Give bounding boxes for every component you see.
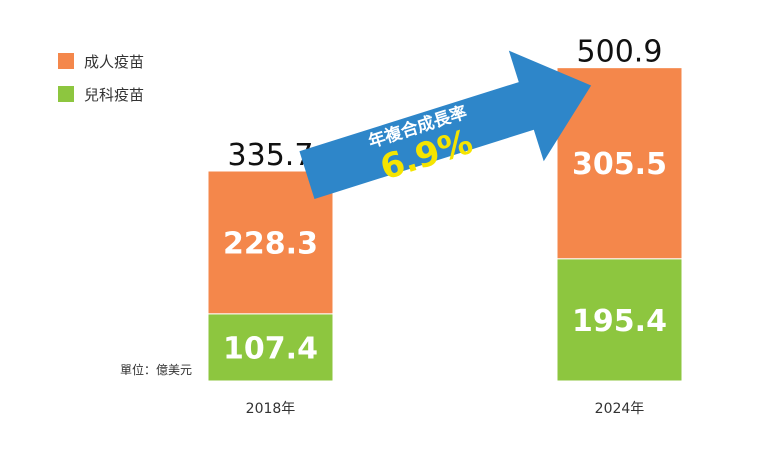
legend-label-adult: 成人疫苗 xyxy=(84,53,144,71)
unit-label: 單位：億美元 xyxy=(120,362,192,377)
data-label-pediatric-2024: 195.4 xyxy=(572,304,667,339)
cagr-arrow-shape xyxy=(299,50,592,199)
bars-group: 107.4 228.3 335.7 2018年 195.4 305.5 500.9 2024年 xyxy=(207,35,683,417)
data-label-pediatric-2018: 107.4 xyxy=(223,331,318,366)
data-label-adult-2024: 305.5 xyxy=(572,147,667,182)
bar-adult-2018 xyxy=(207,170,334,315)
x-tick-label-2018: 2018年 xyxy=(246,401,296,417)
total-label-2024: 500.9 xyxy=(577,35,663,70)
x-tick-label-2024: 2024年 xyxy=(595,401,645,417)
total-label-2018: 335.7 xyxy=(228,138,314,173)
legend-swatch-pediatric xyxy=(58,86,74,102)
data-label-adult-2018: 228.3 xyxy=(223,226,318,261)
bar-pediatric-2018 xyxy=(207,313,334,382)
legend-swatch-adult xyxy=(58,53,74,69)
legend-label-pediatric: 兒科疫苗 xyxy=(84,86,144,104)
